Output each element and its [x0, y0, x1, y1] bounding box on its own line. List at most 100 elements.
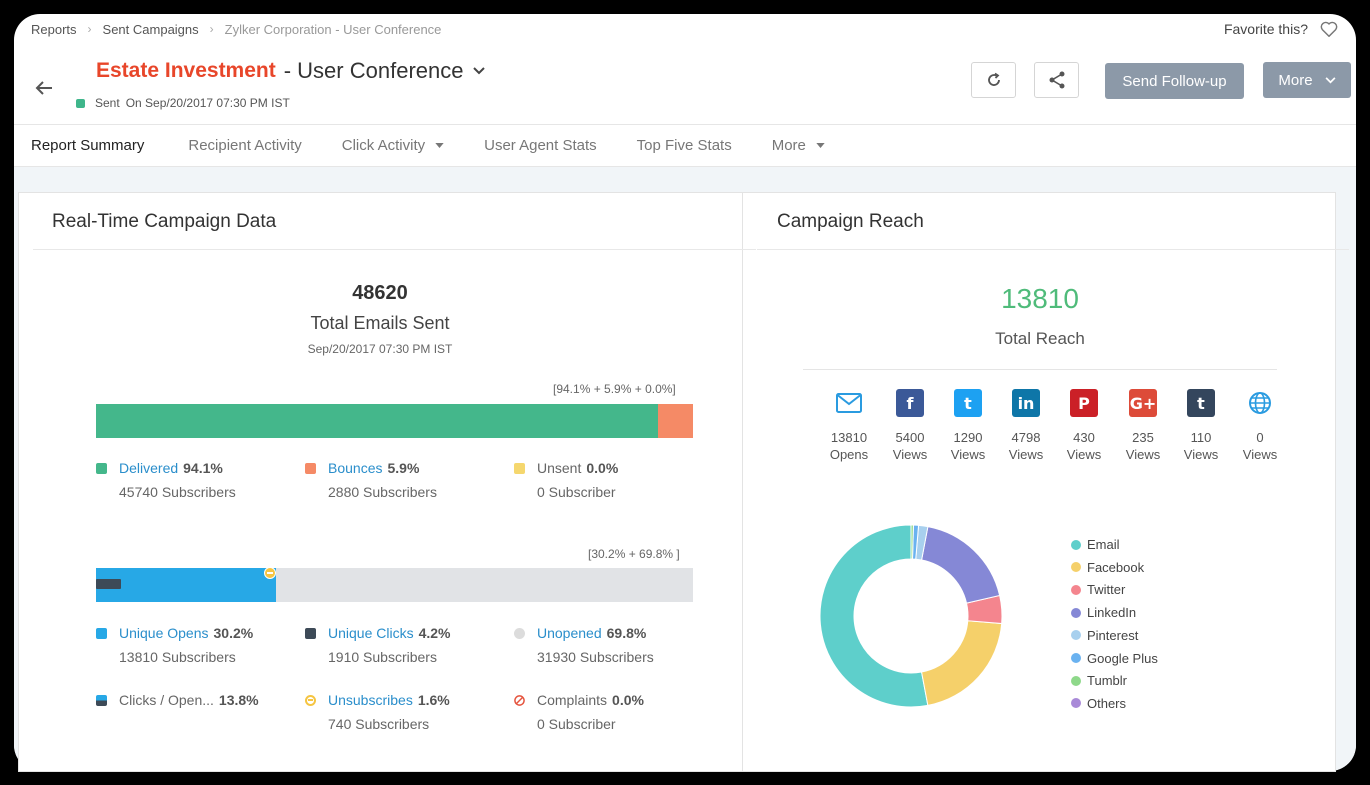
legend-unique-opens: Unique Opens 30.2% 13810 Subscribers: [96, 625, 253, 665]
channel-unit: Views: [950, 447, 986, 462]
tab-more[interactable]: More: [772, 137, 825, 154]
caret-down-icon: [435, 143, 444, 148]
donut-legend-tumblr[interactable]: Tumblr: [1071, 673, 1127, 688]
legend-bounces: Bounces 5.9% 2880 Subscribers: [305, 460, 437, 500]
channel-pinterest: P 430 Views: [1055, 389, 1113, 463]
donut-legend-linkedin[interactable]: LinkedIn: [1071, 605, 1136, 620]
legend-label: Email: [1087, 537, 1120, 552]
legend-swatch: [514, 627, 525, 639]
tab-click-activity[interactable]: Click Activity: [342, 137, 444, 154]
click-marker: [96, 579, 121, 589]
reach-donut-chart: [819, 524, 1003, 708]
channel-email: 13810 Opens: [820, 389, 878, 463]
legend-percent: 1.6%: [417, 692, 450, 708]
legend-swatch: [514, 462, 525, 474]
legend-subscribers: 740 Subscribers: [328, 716, 430, 732]
more-actions-label: More: [1278, 71, 1313, 89]
legend-unique-clicks: Unique Clicks 4.2% 1910 Subscribers: [305, 625, 451, 665]
legend-name[interactable]: Delivered: [119, 460, 179, 476]
tab-user-agent-stats[interactable]: User Agent Stats: [484, 137, 597, 154]
legend-subscribers: 0 Subscriber: [537, 716, 616, 732]
legend-unopened: Unopened 69.8% 31930 Subscribers: [514, 625, 654, 665]
reach-card-title: Campaign Reach: [777, 211, 924, 232]
breadcrumb: Reports › Sent Campaigns › Zylker Corpor…: [31, 14, 441, 44]
donut-legend-pinterest[interactable]: Pinterest: [1071, 628, 1138, 643]
heart-icon[interactable]: [1320, 21, 1338, 37]
legend-dot: [1071, 630, 1081, 641]
clicks-per-open-icon: [96, 694, 107, 706]
legend-name[interactable]: Unique Clicks: [328, 625, 414, 641]
legend-dot: [1071, 562, 1081, 573]
legend-name[interactable]: Bounces: [328, 460, 383, 476]
breadcrumb-current: Zylker Corporation - User Conference: [224, 21, 442, 37]
donut-slice-facebook[interactable]: [920, 620, 1003, 707]
legend-percent: 13.8%: [218, 692, 259, 708]
total-reach-count: 13810: [1001, 283, 1079, 314]
delivery-segment: [96, 404, 658, 438]
share-icon: [1049, 71, 1064, 89]
open-segment: [96, 568, 277, 602]
channel-unit: Views: [892, 447, 928, 462]
campaign-brand: Estate Investment: [96, 59, 276, 82]
open-segment: [276, 568, 693, 602]
chevron-down-icon[interactable]: [473, 67, 486, 75]
legend-swatch: [96, 462, 107, 474]
channel-value: 13810: [830, 430, 868, 445]
donut-legend-email[interactable]: Email: [1071, 537, 1120, 552]
channel-twitter: t 1290 Views: [939, 389, 997, 463]
realtime-card-title: Real-Time Campaign Data: [52, 211, 277, 232]
tab-top-five-stats[interactable]: Top Five Stats: [637, 137, 732, 154]
share-button[interactable]: [1034, 62, 1079, 98]
channel-value: 0: [1256, 430, 1264, 445]
legend-complaints: Complaints 0.0% 0 Subscriber: [514, 692, 644, 732]
donut-legend-twitter[interactable]: Twitter: [1071, 582, 1125, 597]
channel-unit: Views: [1066, 447, 1102, 462]
donut-legend-others[interactable]: Others: [1071, 696, 1126, 711]
pinterest-icon: P: [1070, 389, 1098, 417]
channel-facebook: f 5400 Views: [881, 389, 939, 463]
legend-percent: 5.9%: [387, 460, 420, 476]
favorite-toggle[interactable]: Favorite this?: [1224, 14, 1338, 44]
status-date: On Sep/20/2017 07:30 PM IST: [125, 96, 290, 110]
more-actions-button[interactable]: More: [1263, 62, 1351, 98]
legend-delivered: Delivered 94.1% 45740 Subscribers: [96, 460, 236, 500]
tab-report-summary[interactable]: Report Summary: [31, 137, 144, 154]
tab-label: Click Activity: [341, 137, 426, 154]
tab-label: User Agent Stats: [484, 137, 597, 154]
chevron-right-icon: ›: [87, 22, 92, 36]
donut-slice-linkedin[interactable]: [920, 525, 1001, 604]
legend-label: LinkedIn: [1087, 605, 1137, 621]
tab-recipient-activity[interactable]: Recipient Activity: [188, 137, 301, 154]
donut-slice-email[interactable]: [819, 524, 929, 708]
campaign-name: - User Conference: [283, 58, 464, 83]
unsubscribe-marker-icon: [264, 567, 276, 579]
donut-slice-tumblr[interactable]: [910, 524, 914, 560]
legend-subscribers: 31930 Subscribers: [537, 649, 654, 665]
legend-row: Unopened 69.8%: [514, 625, 654, 641]
legend-unsubscribes: Unsubscribes 1.6% 740 Subscribers: [305, 692, 450, 732]
legend-row: Unsubscribes 1.6%: [305, 692, 450, 708]
legend-name[interactable]: Unique Opens: [119, 625, 209, 641]
channel-tumblr: t 110 Views: [1172, 389, 1230, 463]
open-percent-note: [30.2% + 69.8% ]: [588, 547, 680, 561]
complaint-icon: [514, 694, 525, 706]
legend-name[interactable]: Unsubscribes: [328, 692, 413, 708]
favorite-label: Favorite this?: [1223, 21, 1308, 37]
channel-value: 1290: [953, 430, 983, 445]
legend-name[interactable]: Unopened: [537, 625, 602, 641]
email-icon: [835, 389, 863, 417]
donut-legend-facebook[interactable]: Facebook: [1071, 560, 1144, 575]
donut-legend-google-plus[interactable]: Google Plus: [1071, 651, 1158, 666]
refresh-icon: [987, 72, 1000, 86]
legend-label: Twitter: [1087, 582, 1126, 598]
breadcrumb-reports[interactable]: Reports: [31, 21, 77, 37]
back-arrow-icon[interactable]: [34, 78, 54, 98]
breadcrumb-sent-campaigns[interactable]: Sent Campaigns: [102, 21, 199, 37]
legend-row: Bounces 5.9%: [305, 460, 437, 476]
chevron-down-icon: [1325, 76, 1336, 83]
legend-name: Complaints: [537, 692, 608, 708]
send-follow-up-button[interactable]: Send Follow-up: [1105, 63, 1244, 99]
legend-row: Unique Opens 30.2%: [96, 625, 253, 641]
legend-subscribers: 2880 Subscribers: [328, 484, 437, 500]
refresh-button[interactable]: [971, 62, 1016, 98]
